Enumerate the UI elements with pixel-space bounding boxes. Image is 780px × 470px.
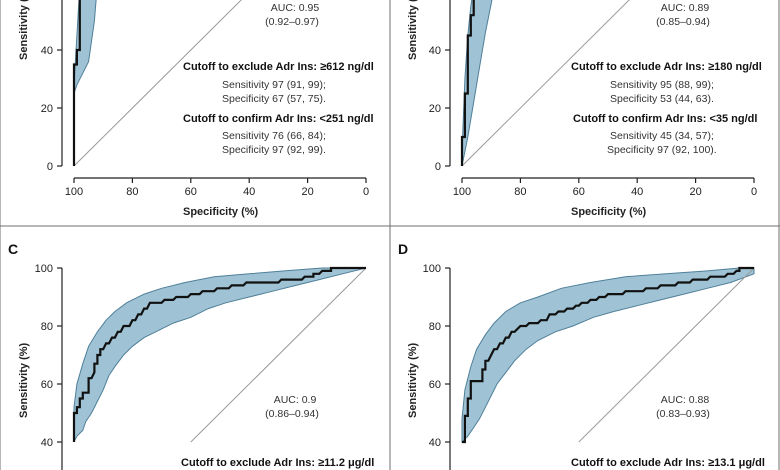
panel-a-confirm-cutoff: Cutoff to confirm Adr Ins: <251 ng/dl [183,113,374,125]
panel-d-roc-curve [462,266,754,444]
panel-c-auc-ci: (0.86–0.94) [265,408,319,420]
panel-b-auc-ci: (0.85–0.94) [656,16,710,28]
panel-a-confirm-sensitivity: Sensitivity 76 (66, 84); [222,130,326,142]
panel-a-y-axis-label: Sensitivity (%) [18,0,30,60]
panel-b-y-tick-label: 40 [429,45,441,57]
panel-b-x-tick-label: 0 [751,186,757,198]
panel-b-x-tick-label: 100 [453,186,471,198]
panel-d-auc: AUC: 0.88 [661,394,710,406]
panel-b-confirm-cutoff: Cutoff to confirm Adr Ins: <35 ng/dl [573,113,757,125]
panel-a-chance-diagonal [73,0,242,167]
panel-b-exclude-specificity: Specificity 53 (44, 63). [610,93,714,105]
panel-d-exclude-cutoff: Cutoff to exclude Adr Ins: ≥13.1 μg/dl [571,457,765,469]
panel-b-y-tick-label: 20 [429,103,441,115]
panel-d-y-tick-label: 40 [429,437,441,449]
panel-a-auc: AUC: 0.95 [271,2,320,14]
panel-b-exclude-sensitivity: Sensitivity 95 (88, 99); [610,79,714,91]
panel-c-label: C [8,241,18,257]
panel-b-y-axis-label: Sensitivity (%) [407,0,419,60]
panel-b-chart: 0 20 40 100 80 60 40 20 0 Specificity (%) Sensit… [407,0,762,218]
panel-c-confidence-band [73,267,367,443]
panel-a-roc-curve [72,0,81,166]
panel-b-chance-diagonal [461,0,630,167]
panel-a-y-tick-label: 20 [41,103,53,115]
panel-c-y-tick-label: 40 [41,437,53,449]
panel-d-label: D [398,241,408,257]
panel-a-auc-ci: (0.92–0.97) [265,16,319,28]
panel-d-confidence-band [461,267,755,444]
panel-a-x-tick-label: 20 [301,186,313,198]
panel-a-y-tick-label: 40 [41,45,53,57]
panel-b-auc: AUC: 0.89 [661,2,710,14]
panel-b-exclude-cutoff: Cutoff to exclude Adr Ins: ≥180 ng/dl [571,61,762,73]
panel-b-x-tick-label: 40 [631,186,643,198]
panel-c-exclude-cutoff: Cutoff to exclude Adr Ins: ≥11.2 μg/dl [181,457,374,469]
panel-c-y-axis-label: Sensitivity (%) [18,342,30,418]
panel-d-chance-diagonal [578,267,755,443]
panel-c-chance-diagonal [190,267,367,443]
panel-b-confidence-band [461,0,493,167]
panel-a-x-tick-label: 80 [126,186,138,198]
panel-a-x-axis-label: Specificity (%) [183,206,259,218]
panel-c-roc-curve [72,266,366,442]
panel-c-y-tick-label: 60 [41,379,53,391]
panel-b-x-tick-label: 60 [573,186,585,198]
panel-d-chart: 40 60 80 100 D Sensitivity (%) AUC: 0.88 (0… [398,241,765,470]
panel-a-confirm-specificity: Specificity 97 (92, 99). [222,144,326,156]
panel-d-y-tick-label: 60 [429,379,441,391]
panel-c-chart: 40 60 80 100 C Sensitivity (%) AUC: 0.9 (0.… [8,241,374,470]
panel-c-y-tick-label: 100 [35,263,53,275]
panel-a-x-tick-label: 60 [185,186,197,198]
panel-a-x-tick-label: 40 [243,186,255,198]
panel-a-exclude-specificity: Specificity 67 (57, 75). [222,93,326,105]
panel-c-auc: AUC: 0.9 [274,394,317,406]
panel-d-y-tick-label: 80 [429,321,441,333]
panel-b-x-axis-label: Specificity (%) [571,206,647,218]
panel-b-roc-curve [460,0,475,166]
panel-b-y-tick-label: 0 [435,161,441,173]
panel-a-exclude-sensitivity: Sensitivity 97 (91, 99); [222,79,326,91]
panel-a-x-tick-label: 100 [65,186,83,198]
panel-a-exclude-cutoff: Cutoff to exclude Adr Ins: ≥612 ng/dl [183,61,374,73]
panel-a-x-tick-label: 0 [363,186,369,198]
panel-a-chart: 0 20 40 100 80 60 40 20 0 Specificity (%) Sensit… [18,0,374,218]
panel-b-confirm-sensitivity: Sensitivity 45 (34, 57); [610,130,714,142]
panel-d-y-tick-label: 100 [423,263,441,275]
panel-b-confirm-specificity: Specificity 97 (92, 100). [607,144,717,156]
panel-b-x-tick-label: 80 [514,186,526,198]
panel-d-auc-ci: (0.83–0.93) [656,408,710,420]
panel-a-y-tick-label: 0 [47,161,53,173]
panel-c-y-tick-label: 80 [41,321,53,333]
panel-d-y-axis-label: Sensitivity (%) [407,342,419,418]
panel-b-x-tick-label: 20 [689,186,701,198]
